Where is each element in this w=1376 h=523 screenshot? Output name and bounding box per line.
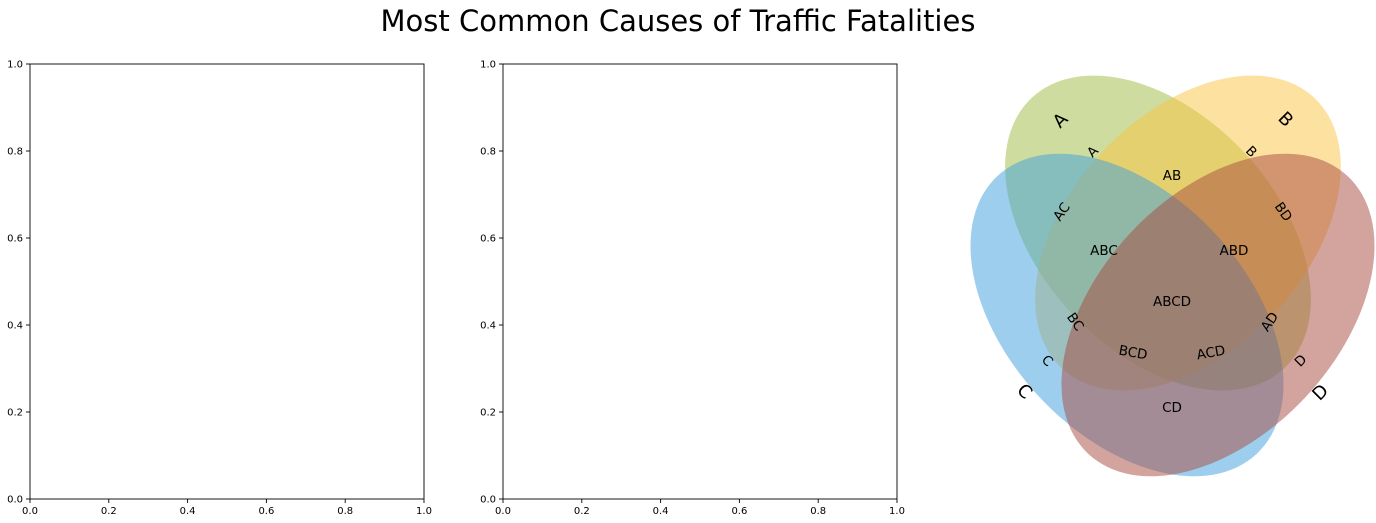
y-tick-label: 0.6 [480, 234, 496, 245]
y-tick-label: 1.0 [480, 60, 496, 71]
venn-set-d-ellipse [1061, 153, 1375, 477]
venn-region-cd: CD [1162, 400, 1182, 416]
y-tick-label: 0.6 [7, 234, 23, 245]
venn-region-acd: ACD [1195, 343, 1226, 364]
venn-diagram: A B C D A B C D AB AC AD BC BD CD ABC AB… [970, 75, 1375, 477]
y-tick-label: 0.0 [480, 495, 496, 506]
axes-frame-left [29, 63, 425, 500]
x-tick-label: 0.8 [337, 506, 353, 517]
x-tick-label: 0.6 [258, 506, 274, 517]
x-tick-label: 0.0 [22, 506, 38, 517]
x-tick-label: 0.4 [653, 506, 669, 517]
x-tick-label: 0.2 [101, 506, 117, 517]
axes-middle: 0.0 0.2 0.4 0.6 0.8 1.0 0.0 0.2 0.4 0.6 0.8 1.0 [480, 60, 905, 518]
venn-region-ab: AB [1163, 168, 1182, 184]
x-tick-label: 1.0 [889, 506, 905, 517]
venn-region-abc: ABC [1090, 243, 1118, 259]
axes-frame-middle [502, 63, 898, 500]
x-tick-label: 1.0 [416, 506, 432, 517]
y-tick-label: 0.0 [7, 495, 23, 506]
venn-region-bcd: BCD [1117, 343, 1148, 364]
x-tick-label: 0.6 [731, 506, 747, 517]
y-tick-label: 0.2 [480, 408, 496, 419]
axes-left: 0.0 0.2 0.4 0.6 0.8 1.0 0.0 0.2 0.4 0.6 0.8 1.0 [7, 60, 432, 518]
x-tick-label: 0.2 [574, 506, 590, 517]
y-tick-label: 0.8 [7, 147, 23, 158]
x-tick-label: 0.8 [810, 506, 826, 517]
venn-region-abd: ABD [1220, 243, 1249, 259]
x-tick-label: 0.0 [495, 506, 511, 517]
venn-region-abcd: ABCD [1153, 294, 1191, 310]
y-tick-label: 1.0 [7, 60, 23, 71]
x-tick-label: 0.4 [180, 506, 196, 517]
y-tick-label: 0.2 [7, 408, 23, 419]
y-tick-label: 0.8 [480, 147, 496, 158]
y-tick-label: 0.4 [7, 321, 23, 332]
figure-title: Most Common Causes of Traffic Fatalities [381, 4, 976, 38]
y-tick-label: 0.4 [480, 321, 496, 332]
